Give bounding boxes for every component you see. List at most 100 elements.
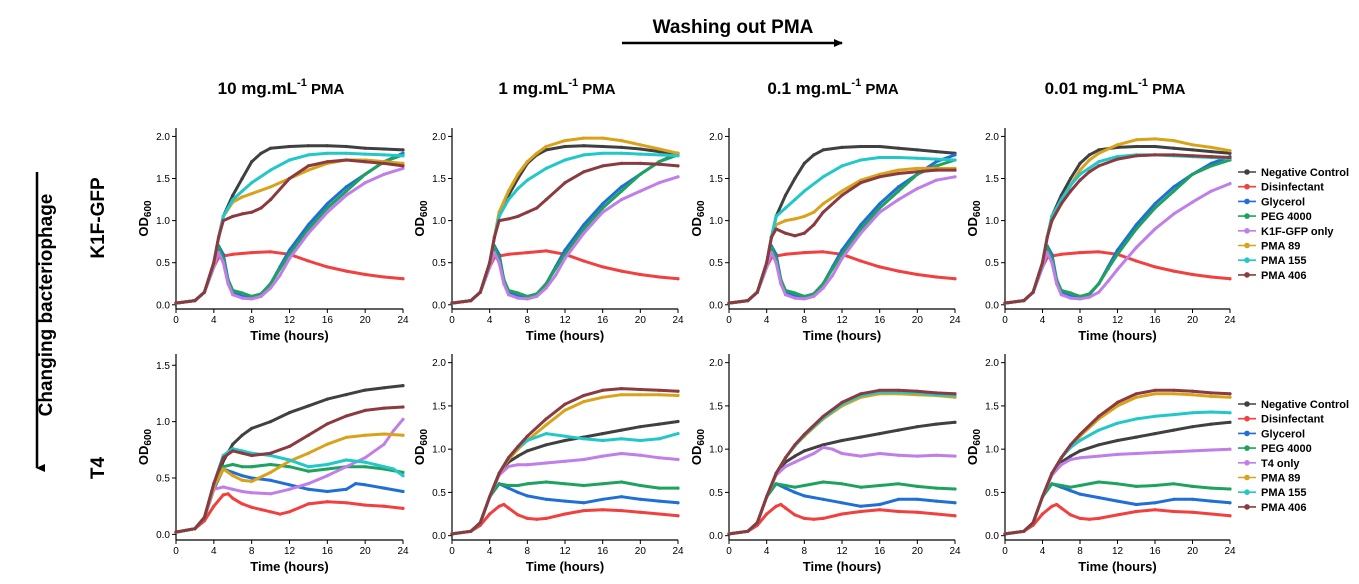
data-point (401, 384, 405, 388)
x-tick-label: 24 (397, 315, 409, 326)
x-tick-label: 16 (597, 546, 609, 557)
data-point (840, 512, 844, 516)
y-tick-label: 0.5 (432, 258, 446, 269)
data-point (231, 462, 235, 467)
data-point (1172, 392, 1176, 396)
data-point (1097, 480, 1101, 484)
data-point (497, 471, 501, 475)
x-tick-label: 24 (1224, 546, 1236, 557)
y-tick-label: 1.0 (709, 445, 723, 456)
x-tick-label: 12 (836, 546, 848, 557)
data-point (269, 250, 273, 254)
data-point (563, 402, 567, 406)
data-point (231, 487, 235, 491)
data-point (506, 464, 511, 469)
data-point (250, 465, 254, 469)
data-point (859, 454, 863, 458)
data-point (953, 158, 957, 162)
data-point (1097, 290, 1101, 294)
legend: Negative Control Disinfectant Glycerol PEG … (1238, 399, 1349, 514)
data-point (1172, 482, 1176, 486)
data-point (915, 148, 919, 152)
x-tick-label: 12 (559, 546, 571, 557)
data-point (221, 219, 225, 223)
data-point (325, 474, 329, 478)
data-point (563, 408, 567, 412)
data-point (344, 414, 348, 418)
data-point (231, 470, 235, 474)
data-point (1059, 483, 1063, 488)
data-point (269, 185, 273, 189)
legend-swatch-marker (1244, 169, 1250, 175)
data-point (1190, 510, 1195, 514)
data-point (401, 489, 405, 494)
data-point (344, 458, 348, 462)
x-tick-label: 20 (360, 315, 372, 326)
data-point (1190, 143, 1195, 147)
data-point (516, 490, 520, 494)
data-point (506, 456, 511, 460)
x-tick-label: 16 (597, 315, 609, 326)
panel: 0 4 8 12 16 20 24 0.0 0.5 1.0 1.5 2.0 Time (hours) OD… (689, 128, 961, 343)
data-point (1078, 516, 1082, 521)
x-axis-label: Time (hours) (803, 328, 882, 343)
data-point (344, 487, 348, 491)
data-point (1190, 200, 1195, 204)
data-point (896, 171, 901, 176)
data-point (525, 297, 529, 301)
x-axis-label: Time (hours) (526, 328, 605, 343)
data-point (306, 465, 310, 469)
data-point (638, 272, 642, 277)
x-tick-label: 24 (672, 315, 684, 326)
data-point (821, 414, 825, 418)
data-point (676, 154, 680, 158)
data-point (638, 172, 642, 176)
data-point (401, 417, 405, 421)
data-point (802, 432, 806, 437)
data-point (582, 170, 586, 174)
series-line (450, 387, 680, 536)
y-tick-label: 1.5 (156, 361, 170, 372)
data-point (193, 299, 197, 303)
data-point (676, 175, 680, 179)
data-point (1228, 411, 1232, 415)
data-point (1172, 497, 1176, 501)
data-point (250, 181, 254, 185)
x-axis-label: Time (hours) (250, 559, 329, 574)
data-point (779, 282, 783, 286)
y-tick-label: 1.0 (432, 216, 446, 227)
data-point (231, 293, 235, 297)
data-point (793, 460, 797, 464)
data-point (1115, 267, 1120, 271)
data-point (363, 483, 367, 487)
data-point (1153, 265, 1157, 269)
data-point (544, 249, 548, 253)
data-point (325, 467, 329, 471)
y-tick-label: 1.5 (709, 174, 723, 185)
data-point (306, 153, 310, 157)
x-tick-label: 0 (1002, 315, 1008, 326)
data-point (259, 508, 263, 512)
data-point (859, 223, 863, 227)
data-point (363, 388, 367, 392)
data-point (676, 514, 680, 518)
data-point (269, 146, 273, 150)
data-point (638, 387, 642, 392)
data-point (657, 147, 661, 151)
x-tick-label: 4 (764, 546, 770, 557)
data-point (582, 231, 586, 235)
data-point (226, 492, 230, 496)
data-point (783, 252, 788, 256)
data-point (306, 433, 310, 437)
column-title: 0.1 mg.mL-1 PMA (767, 77, 899, 98)
data-point (793, 296, 797, 300)
data-point (269, 478, 273, 482)
y-tick-label: 1.0 (985, 445, 999, 456)
data-point (231, 449, 235, 453)
data-point (516, 445, 520, 449)
data-point (212, 482, 216, 486)
data-point (755, 290, 759, 294)
x-tick-label: 20 (1187, 546, 1199, 557)
data-point (278, 273, 282, 277)
data-point (821, 286, 825, 290)
